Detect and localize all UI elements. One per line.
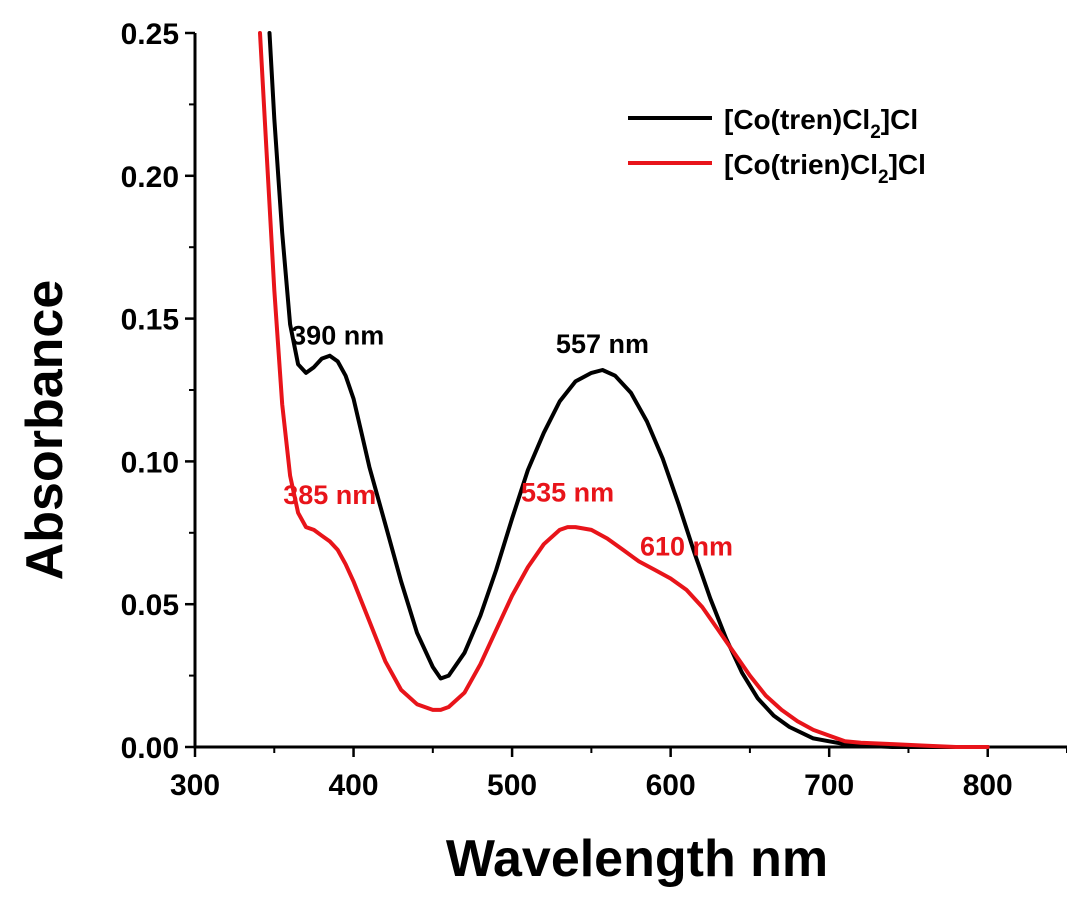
x-tick-label: 700: [804, 769, 854, 802]
x-tick-label: 500: [487, 769, 537, 802]
axes: 300 400 500 600 700 800 0.00 0.05 0.10 0.15 0.20 0.…: [121, 18, 1067, 802]
x-axis-title: Wavelength nm: [446, 830, 828, 888]
series-line-trien: [258, 31, 990, 749]
peak-annotation: 557 nm: [556, 329, 649, 359]
legend-label: [Co(tren)Cl2]Cl: [724, 104, 918, 143]
x-tick-label: 600: [646, 769, 696, 802]
peak-annotation: 610 nm: [640, 532, 733, 562]
y-tick-label: 0.05: [121, 589, 179, 622]
y-tick-label: 0.10: [121, 446, 179, 479]
legend-label: [Co(trien)Cl2]Cl: [724, 149, 926, 188]
peak-annotation: 385 nm: [283, 480, 376, 510]
x-tick-label: 400: [329, 769, 379, 802]
x-tick-label: 800: [963, 769, 1013, 802]
y-axis-title: Absorbance: [16, 280, 74, 581]
annotations: 390 nm 557 nm 385 nm 535 nm 610 nm: [283, 320, 733, 561]
y-tick-label: 0.15: [121, 304, 179, 337]
y-tick-label: 0.00: [121, 732, 179, 765]
legend: [Co(tren)Cl2]Cl [Co(trien)Cl2]Cl: [628, 104, 926, 188]
peak-annotation: 535 nm: [521, 477, 614, 507]
series-group: [258, 31, 990, 749]
peak-annotation: 390 nm: [291, 320, 384, 350]
series-line-tren: [267, 31, 990, 749]
y-tick-label: 0.20: [121, 161, 179, 194]
y-tick-label: 0.25: [121, 18, 179, 51]
x-tick-label: 300: [170, 769, 220, 802]
